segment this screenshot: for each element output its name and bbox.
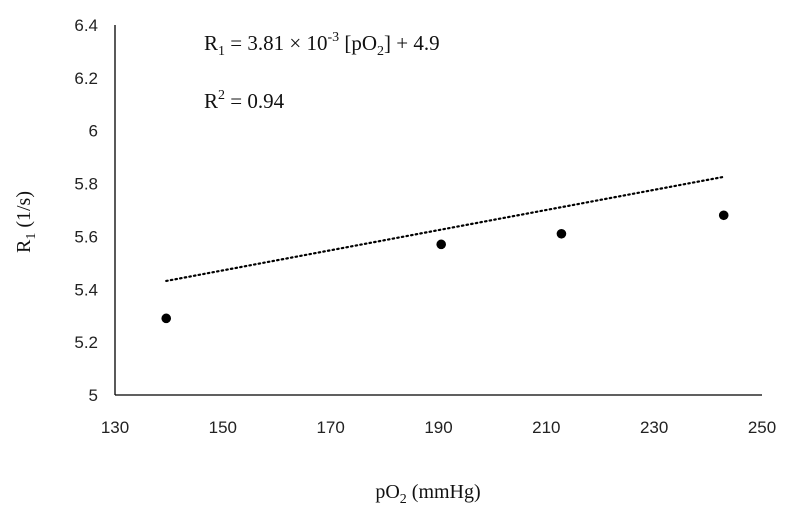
equation-annotation: R1 = 3.81 × 10-3 [pO2] + 4.9 [204,30,440,59]
y-tick-label: 5.4 [74,280,98,299]
y-tick-label: 5 [89,386,98,405]
x-tick-label: 170 [316,418,344,437]
data-point [161,313,172,324]
data-point [556,228,567,239]
x-axis-title: pO2 (mmHg) [375,481,480,507]
r-squared-annotation: R2 = 0.94 [204,88,285,113]
y-axis-ticks: 5 5.2 5.4 5.6 5.8 6 6.2 6.4 [74,16,98,405]
plot-area [114,25,762,396]
y-axis-title: R1 (1/s) [13,191,39,253]
y-tick-label: 5.6 [74,227,98,246]
x-tick-label: 190 [424,418,452,437]
y-tick-label: 6.4 [74,16,98,35]
x-axis-ticks: 130 150 170 190 210 230 250 [101,418,776,437]
x-tick-label: 230 [640,418,668,437]
x-tick-label: 130 [101,418,129,437]
x-tick-label: 150 [209,418,237,437]
data-point [436,239,446,250]
x-tick-label: 250 [748,418,776,437]
data-point [718,210,729,221]
y-tick-label: 5.2 [74,333,98,352]
y-tick-label: 5.8 [74,175,98,194]
x-tick-label: 210 [532,418,560,437]
trendline [165,175,725,283]
y-tick-label: 6.2 [74,69,98,88]
y-tick-label: 6 [89,122,98,141]
